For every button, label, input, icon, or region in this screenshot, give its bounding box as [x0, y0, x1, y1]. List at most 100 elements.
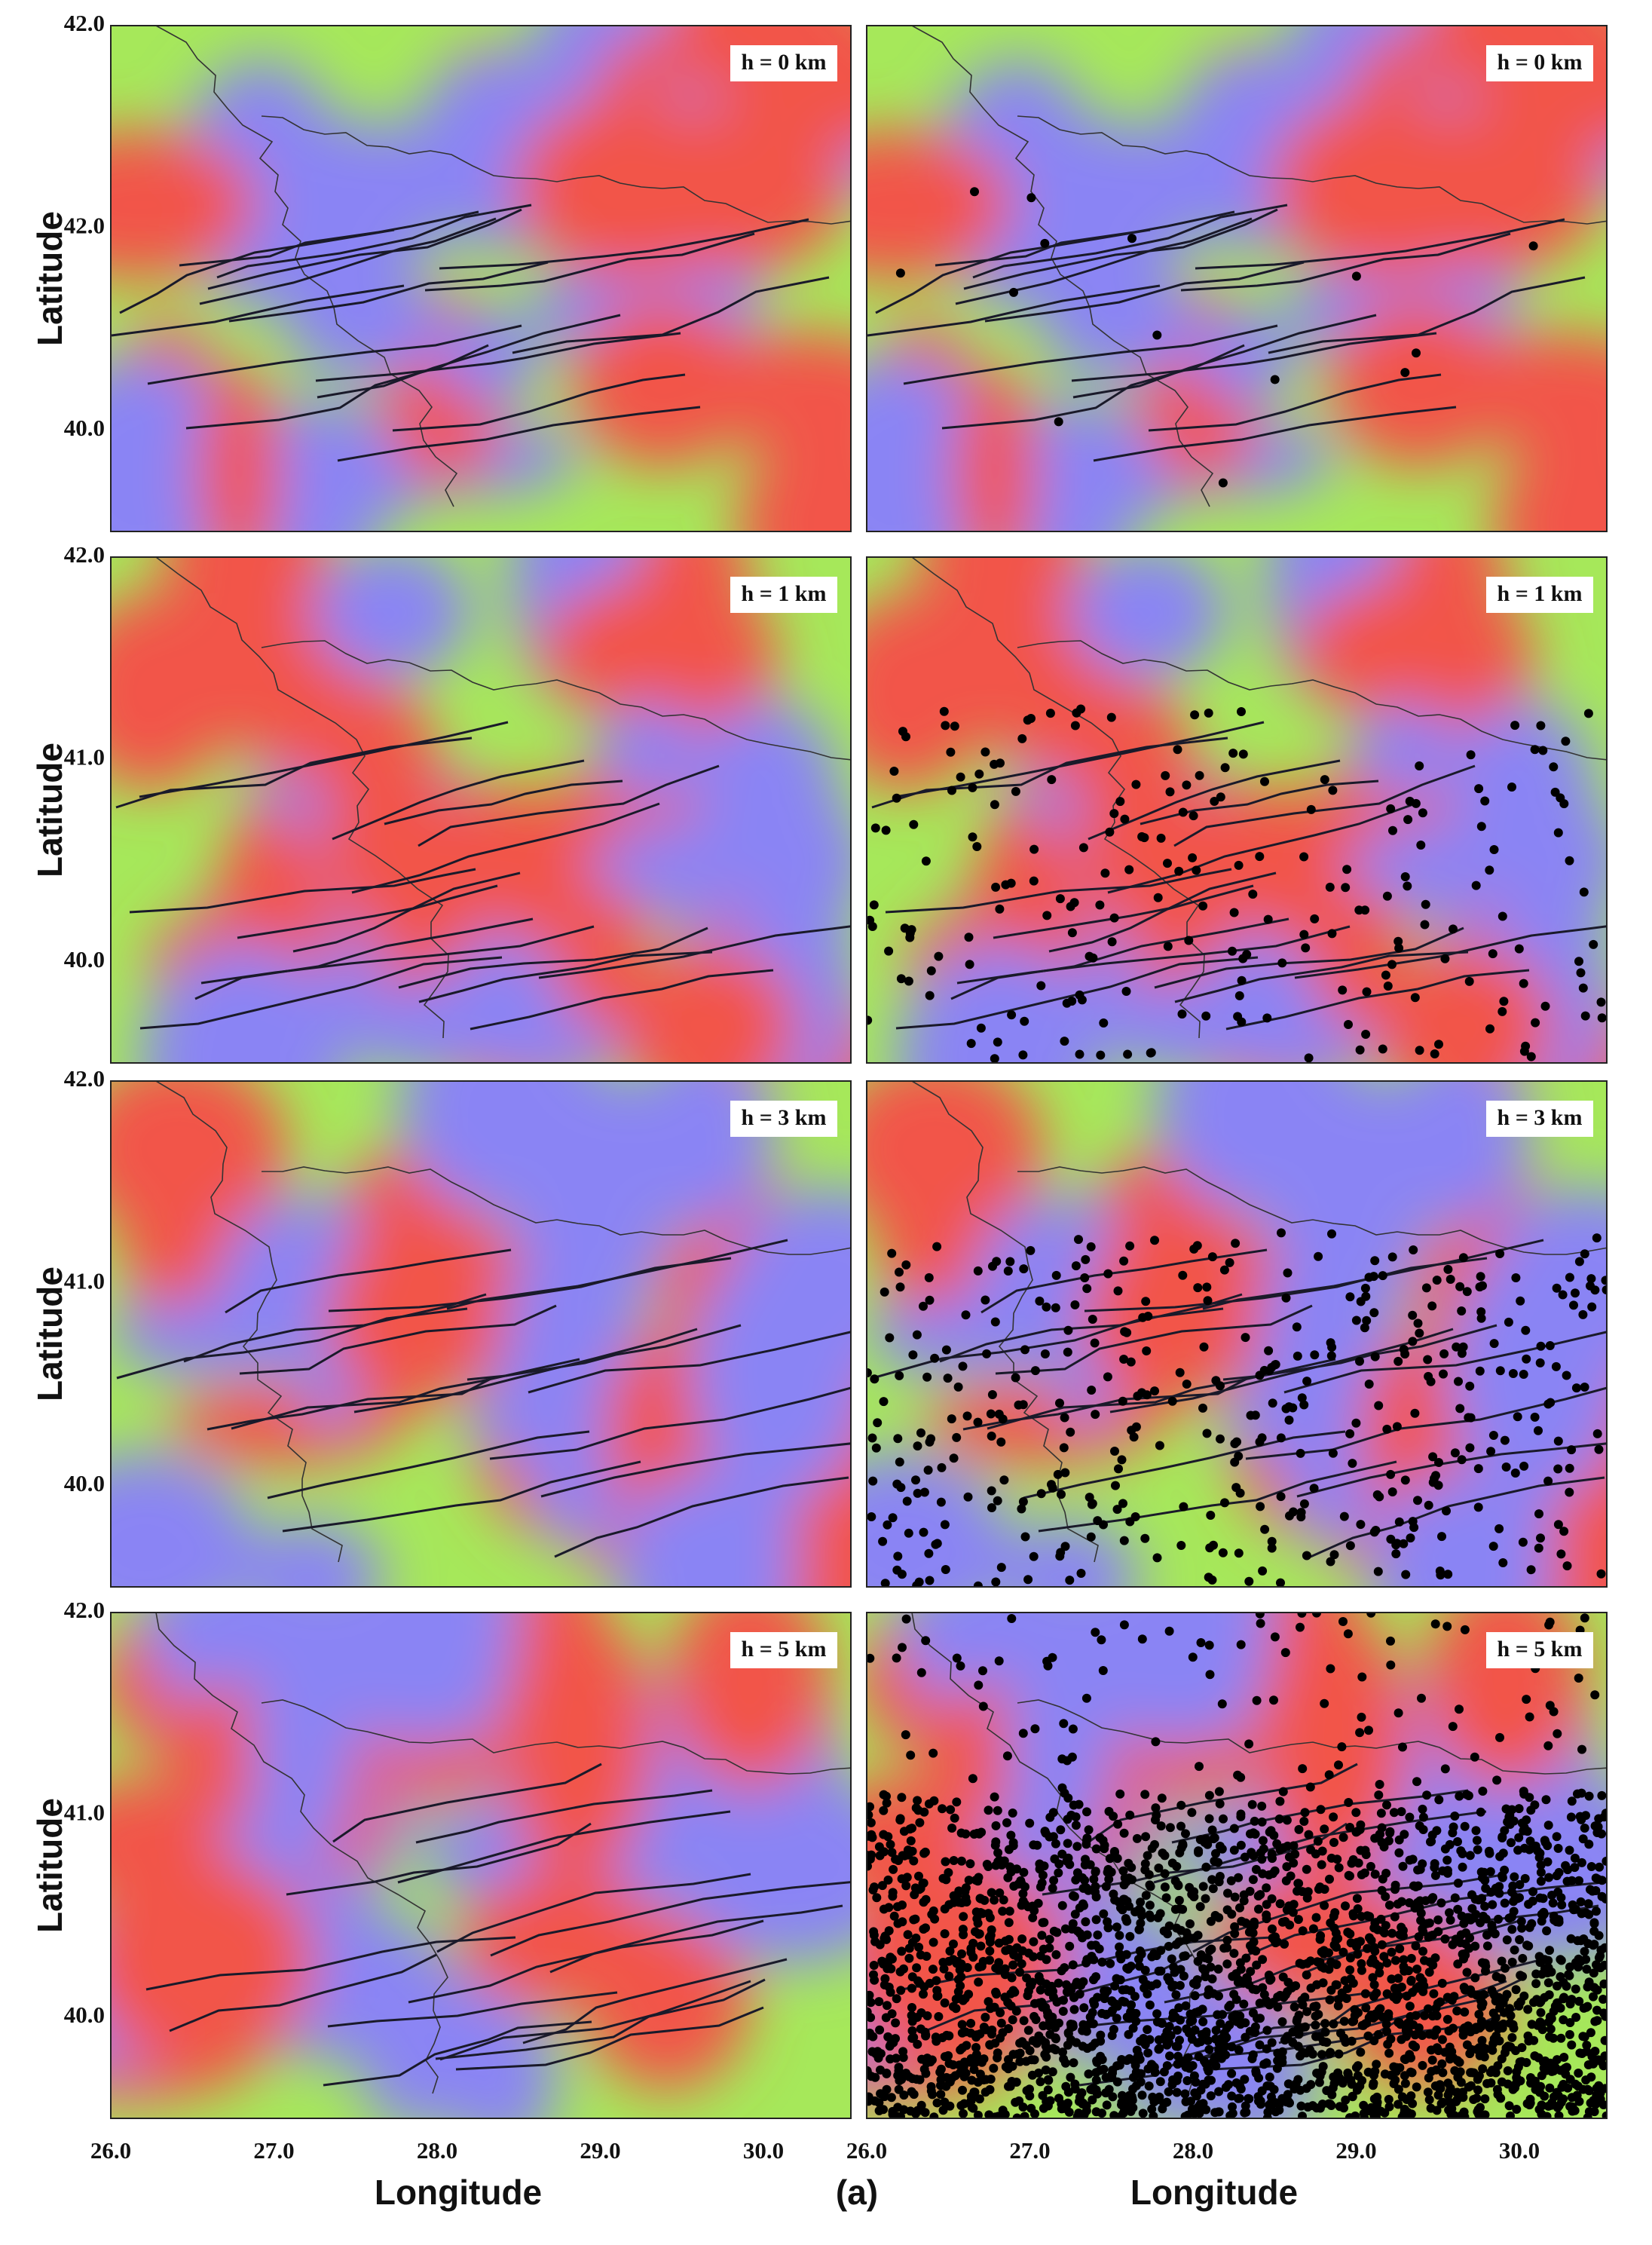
event-dot — [1538, 746, 1548, 755]
event-dot — [1014, 1400, 1023, 1410]
event-dot — [1397, 2092, 1407, 2102]
event-dot — [1406, 1533, 1415, 1543]
event-dot — [1201, 1011, 1211, 1021]
event-dot — [1478, 2064, 1488, 2074]
event-dot — [1351, 2111, 1360, 2118]
event-dot — [1382, 891, 1392, 901]
event-dot — [1163, 859, 1172, 868]
event-dot — [1329, 1838, 1338, 1847]
event-dot — [1136, 2036, 1146, 2046]
event-dot — [907, 2074, 917, 2084]
event-dot — [958, 1361, 968, 1371]
event-dot — [1115, 1949, 1124, 1959]
event-dot — [1262, 1910, 1271, 1920]
event-dot — [1424, 2004, 1433, 2014]
event-dot — [1394, 943, 1404, 953]
event-dot — [1370, 1256, 1380, 1266]
event-dot — [990, 2112, 1000, 2118]
event-dot — [1175, 1980, 1185, 1990]
event-dot — [1409, 1523, 1419, 1533]
event-dot — [1112, 2077, 1122, 2087]
event-dot — [1432, 2011, 1442, 2020]
event-dot — [1597, 1891, 1607, 1901]
event-dot — [926, 2082, 936, 2091]
event-dot — [1427, 1301, 1437, 1311]
event-dot — [892, 793, 901, 803]
event-dot — [1387, 960, 1397, 969]
event-dot — [977, 1827, 987, 1837]
event-dot — [1207, 1974, 1217, 1983]
event-dot — [1234, 2045, 1244, 2055]
event-dot — [1299, 1499, 1309, 1508]
x-tick-label: 26.0 — [90, 2137, 131, 2164]
event-dot — [1436, 1570, 1446, 1580]
event-dot — [1587, 1302, 1597, 1312]
event-dot — [1216, 792, 1225, 802]
event-dot — [1037, 1931, 1047, 1940]
event-dot — [921, 2069, 931, 2078]
event-dot — [1520, 1873, 1530, 1883]
anomaly-blob — [1372, 1473, 1526, 1587]
event-dot — [1434, 1040, 1443, 1049]
event-dot — [1045, 1934, 1054, 1944]
event-dot — [1057, 1783, 1067, 1793]
event-dot — [1058, 2007, 1068, 2016]
event-dot — [1029, 2055, 1039, 2065]
event-dot — [1217, 1844, 1227, 1854]
event-dot — [1045, 1943, 1054, 1953]
event-dot — [893, 1434, 903, 1444]
event-dot — [1091, 1867, 1100, 1876]
event-dot — [868, 1476, 878, 1486]
panel-frame — [866, 25, 1608, 532]
event-dot — [883, 1832, 893, 1842]
event-dot — [1210, 797, 1219, 806]
event-dot — [1155, 1441, 1164, 1450]
event-dot — [1386, 804, 1396, 813]
event-dot — [1195, 1902, 1205, 1912]
event-dot — [986, 1931, 996, 1940]
event-dot — [974, 769, 984, 779]
event-dot — [1070, 1910, 1080, 1919]
event-dot — [1127, 2096, 1137, 2105]
event-dot — [1029, 1937, 1039, 1946]
event-dot — [1314, 1251, 1323, 1261]
event-dot — [989, 2063, 999, 2073]
event-dot — [1055, 1398, 1064, 1408]
event-dot — [1175, 1368, 1185, 1377]
event-dot — [1045, 709, 1055, 718]
event-dot — [1097, 2109, 1106, 2118]
event-dot — [928, 1965, 938, 1974]
event-dot — [987, 1390, 997, 1399]
event-dot — [1035, 1296, 1045, 1306]
event-dot — [1207, 1252, 1217, 1262]
event-dot — [919, 1487, 929, 1497]
event-dot — [1159, 1926, 1169, 1936]
event-dot — [1098, 1836, 1108, 1845]
event-dot — [1327, 929, 1337, 939]
event-dot — [995, 1888, 1005, 1897]
event-dot — [870, 2072, 880, 2082]
event-dot — [926, 1434, 936, 1444]
event-dot — [1453, 1837, 1462, 1846]
event-dot — [1115, 1942, 1124, 1952]
event-dot — [867, 1818, 876, 1827]
event-dot — [1567, 2040, 1577, 2050]
event-dot — [1433, 2046, 1443, 2056]
event-dot — [1146, 1913, 1155, 1922]
event-dot — [915, 1818, 925, 1827]
event-dot — [1482, 2078, 1492, 2088]
fault-line — [490, 1881, 851, 1957]
event-dot — [1082, 2044, 1092, 2054]
map-panel — [111, 1613, 851, 2118]
event-dot — [1131, 2017, 1141, 2026]
event-dot — [1177, 1009, 1187, 1019]
event-dot — [1411, 1941, 1421, 1951]
event-dot — [1571, 2079, 1580, 2089]
event-dot — [1452, 2006, 1462, 2016]
event-dot — [1195, 2109, 1204, 2118]
fault-line — [145, 1936, 516, 1991]
event-dot — [1137, 1634, 1147, 1644]
event-dot — [1038, 2002, 1048, 2012]
event-dot — [1026, 714, 1036, 723]
fault-line — [435, 1978, 766, 2060]
